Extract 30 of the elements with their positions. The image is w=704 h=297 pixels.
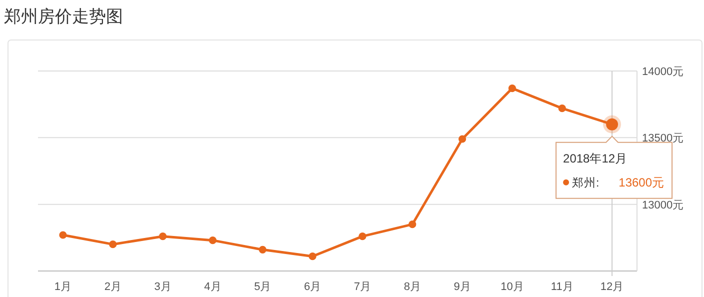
point — [408, 220, 416, 228]
x-tick-label: 4月 — [204, 281, 222, 293]
x-tick-label: 7月 — [354, 281, 372, 293]
x-tick-label: 12月 — [600, 281, 624, 293]
point — [158, 232, 167, 240]
x-tick-label: 6月 — [304, 281, 322, 293]
point — [208, 236, 217, 244]
point — [358, 232, 366, 240]
point — [508, 84, 516, 92]
annotation: 2018年12月 — [563, 151, 628, 166]
x-tick-label: 8月 — [404, 281, 421, 293]
legend-label: 郑州: — [572, 176, 600, 190]
y-tick-label: 13500元 — [642, 132, 684, 145]
title: 郑州房价走势图 — [4, 7, 123, 26]
y-tick-label: 13000元 — [642, 199, 684, 212]
point — [59, 231, 67, 239]
point — [558, 104, 566, 112]
x-tick-label: 9月 — [454, 281, 471, 293]
x-tick-label: 1月 — [54, 281, 72, 293]
x-tick-label: 3月 — [154, 281, 172, 293]
point — [458, 135, 466, 143]
annotation: 13600元 — [618, 175, 664, 190]
x-tick-label: 2月 — [104, 281, 122, 293]
point — [109, 240, 117, 248]
x-tick-label: 11月 — [550, 281, 574, 293]
x-tick-label: 5月 — [254, 281, 272, 293]
x-tick-label: 10月 — [500, 281, 524, 293]
point — [258, 246, 266, 254]
y-tick-label: 14000元 — [642, 66, 684, 78]
point — [308, 252, 316, 260]
